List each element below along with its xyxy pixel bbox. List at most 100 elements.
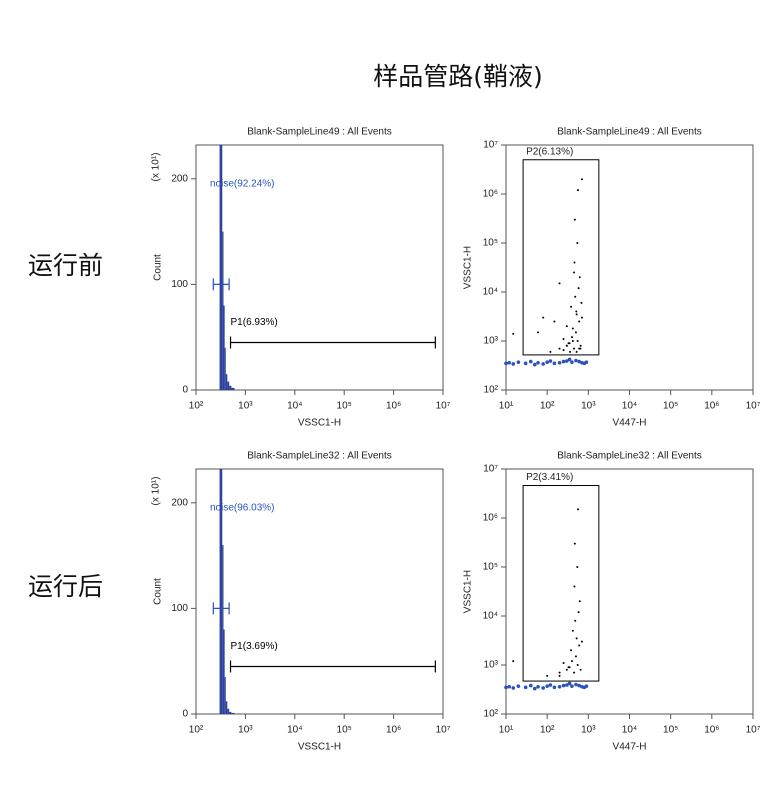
y-tick-label: 0 (182, 385, 188, 396)
histogram-bar (219, 469, 221, 714)
x-tick-label: 10⁴ (622, 725, 637, 736)
x-tick-label: 10² (189, 725, 204, 736)
y-axis-label: Count (153, 254, 164, 281)
event-point (532, 686, 537, 691)
histogram-bar (225, 374, 228, 390)
y-tick-label: 10² (484, 709, 499, 720)
gate-label: P1(6.93%) (231, 317, 278, 328)
event-point (573, 261, 576, 264)
y-axis-note: (x 10¹) (151, 153, 162, 182)
x-axis-label: V447-H (613, 742, 647, 753)
event-point (565, 683, 569, 687)
event-point (528, 683, 533, 688)
event-point (558, 671, 561, 674)
x-tick-label: 10⁷ (436, 401, 451, 412)
event-point (578, 320, 581, 323)
event-point (504, 685, 508, 690)
event-point (557, 360, 562, 365)
event-point (545, 684, 549, 688)
y-tick-label: 10³ (484, 336, 499, 347)
event-point (536, 360, 540, 365)
histogram-bar (222, 231, 224, 390)
event-point (553, 320, 556, 323)
y-tick-label: 10⁶ (483, 189, 498, 200)
x-tick-label: 10⁵ (337, 401, 352, 412)
histogram-bar (223, 305, 225, 390)
event-point (523, 361, 528, 366)
x-tick-label: 10⁵ (663, 725, 678, 736)
event-point (511, 686, 516, 690)
x-axis-label: V447-H (613, 418, 647, 429)
gate-label: P2(3.41%) (526, 472, 573, 483)
histogram-bar (220, 145, 223, 390)
event-point (567, 342, 570, 345)
histogram-bar (227, 708, 230, 714)
event-point (565, 344, 568, 347)
event-point (575, 637, 578, 640)
histogram-bar (231, 387, 235, 390)
y-tick-label: 100 (171, 603, 188, 614)
event-point (565, 325, 568, 328)
event-point (571, 327, 574, 330)
event-point (537, 331, 540, 334)
event-point (576, 566, 579, 568)
gate-box (522, 159, 600, 356)
event-point (576, 242, 579, 244)
event-point (573, 271, 576, 274)
histogram-bar (219, 145, 221, 390)
event-point (565, 668, 568, 671)
event-point (570, 305, 573, 308)
y-axis-note: (x 10¹) (151, 477, 162, 506)
event-point (549, 350, 552, 353)
event-point (577, 683, 582, 688)
event-point (558, 347, 561, 350)
event-point (570, 336, 573, 339)
figure-title: 样品管路(鞘液) (373, 62, 543, 91)
row-label: 运行后 (28, 572, 103, 601)
event-point (580, 640, 583, 643)
x-tick-label: 10⁷ (436, 725, 451, 736)
event-point (528, 359, 533, 364)
event-point (562, 349, 565, 352)
x-tick-label: 10⁵ (337, 725, 352, 736)
y-axis-label: VSSC1-H (463, 246, 474, 289)
x-axis-label: VSSC1-H (298, 742, 341, 753)
event-point (523, 685, 528, 690)
x-tick-label: 10⁴ (287, 725, 302, 736)
x-tick-label: 10³ (581, 401, 596, 412)
x-tick-label: 10⁴ (287, 401, 302, 412)
plot-frame (195, 144, 444, 391)
event-point (579, 344, 582, 347)
chart-title: Blank-SampleLine32 : All Events (557, 451, 702, 462)
event-point (578, 644, 581, 647)
event-point (574, 295, 577, 298)
event-point (542, 316, 545, 319)
plot-frame (505, 144, 754, 391)
x-tick-label: 10¹ (499, 401, 514, 412)
event-point (548, 683, 553, 687)
x-tick-label: 10⁶ (704, 725, 719, 736)
event-point (541, 686, 545, 690)
histogram-bar (231, 712, 235, 714)
y-tick-label: 10⁴ (483, 611, 498, 622)
event-point (567, 357, 572, 362)
y-tick-label: 10⁷ (483, 140, 498, 151)
chart-title: Blank-SampleLine49 : All Events (247, 127, 392, 138)
event-point (546, 674, 549, 677)
event-point (577, 359, 582, 364)
event-point (573, 218, 576, 221)
event-point (576, 508, 579, 511)
event-point (577, 611, 580, 614)
event-point (511, 362, 516, 366)
histogram-bar (229, 385, 232, 390)
event-point (570, 660, 573, 663)
event-point (574, 619, 577, 622)
event-point (578, 600, 581, 603)
event-point (567, 666, 570, 669)
histogram-bar (229, 711, 232, 714)
event-point (575, 313, 578, 316)
event-point (516, 684, 521, 688)
row-label: 运行前 (28, 251, 103, 280)
